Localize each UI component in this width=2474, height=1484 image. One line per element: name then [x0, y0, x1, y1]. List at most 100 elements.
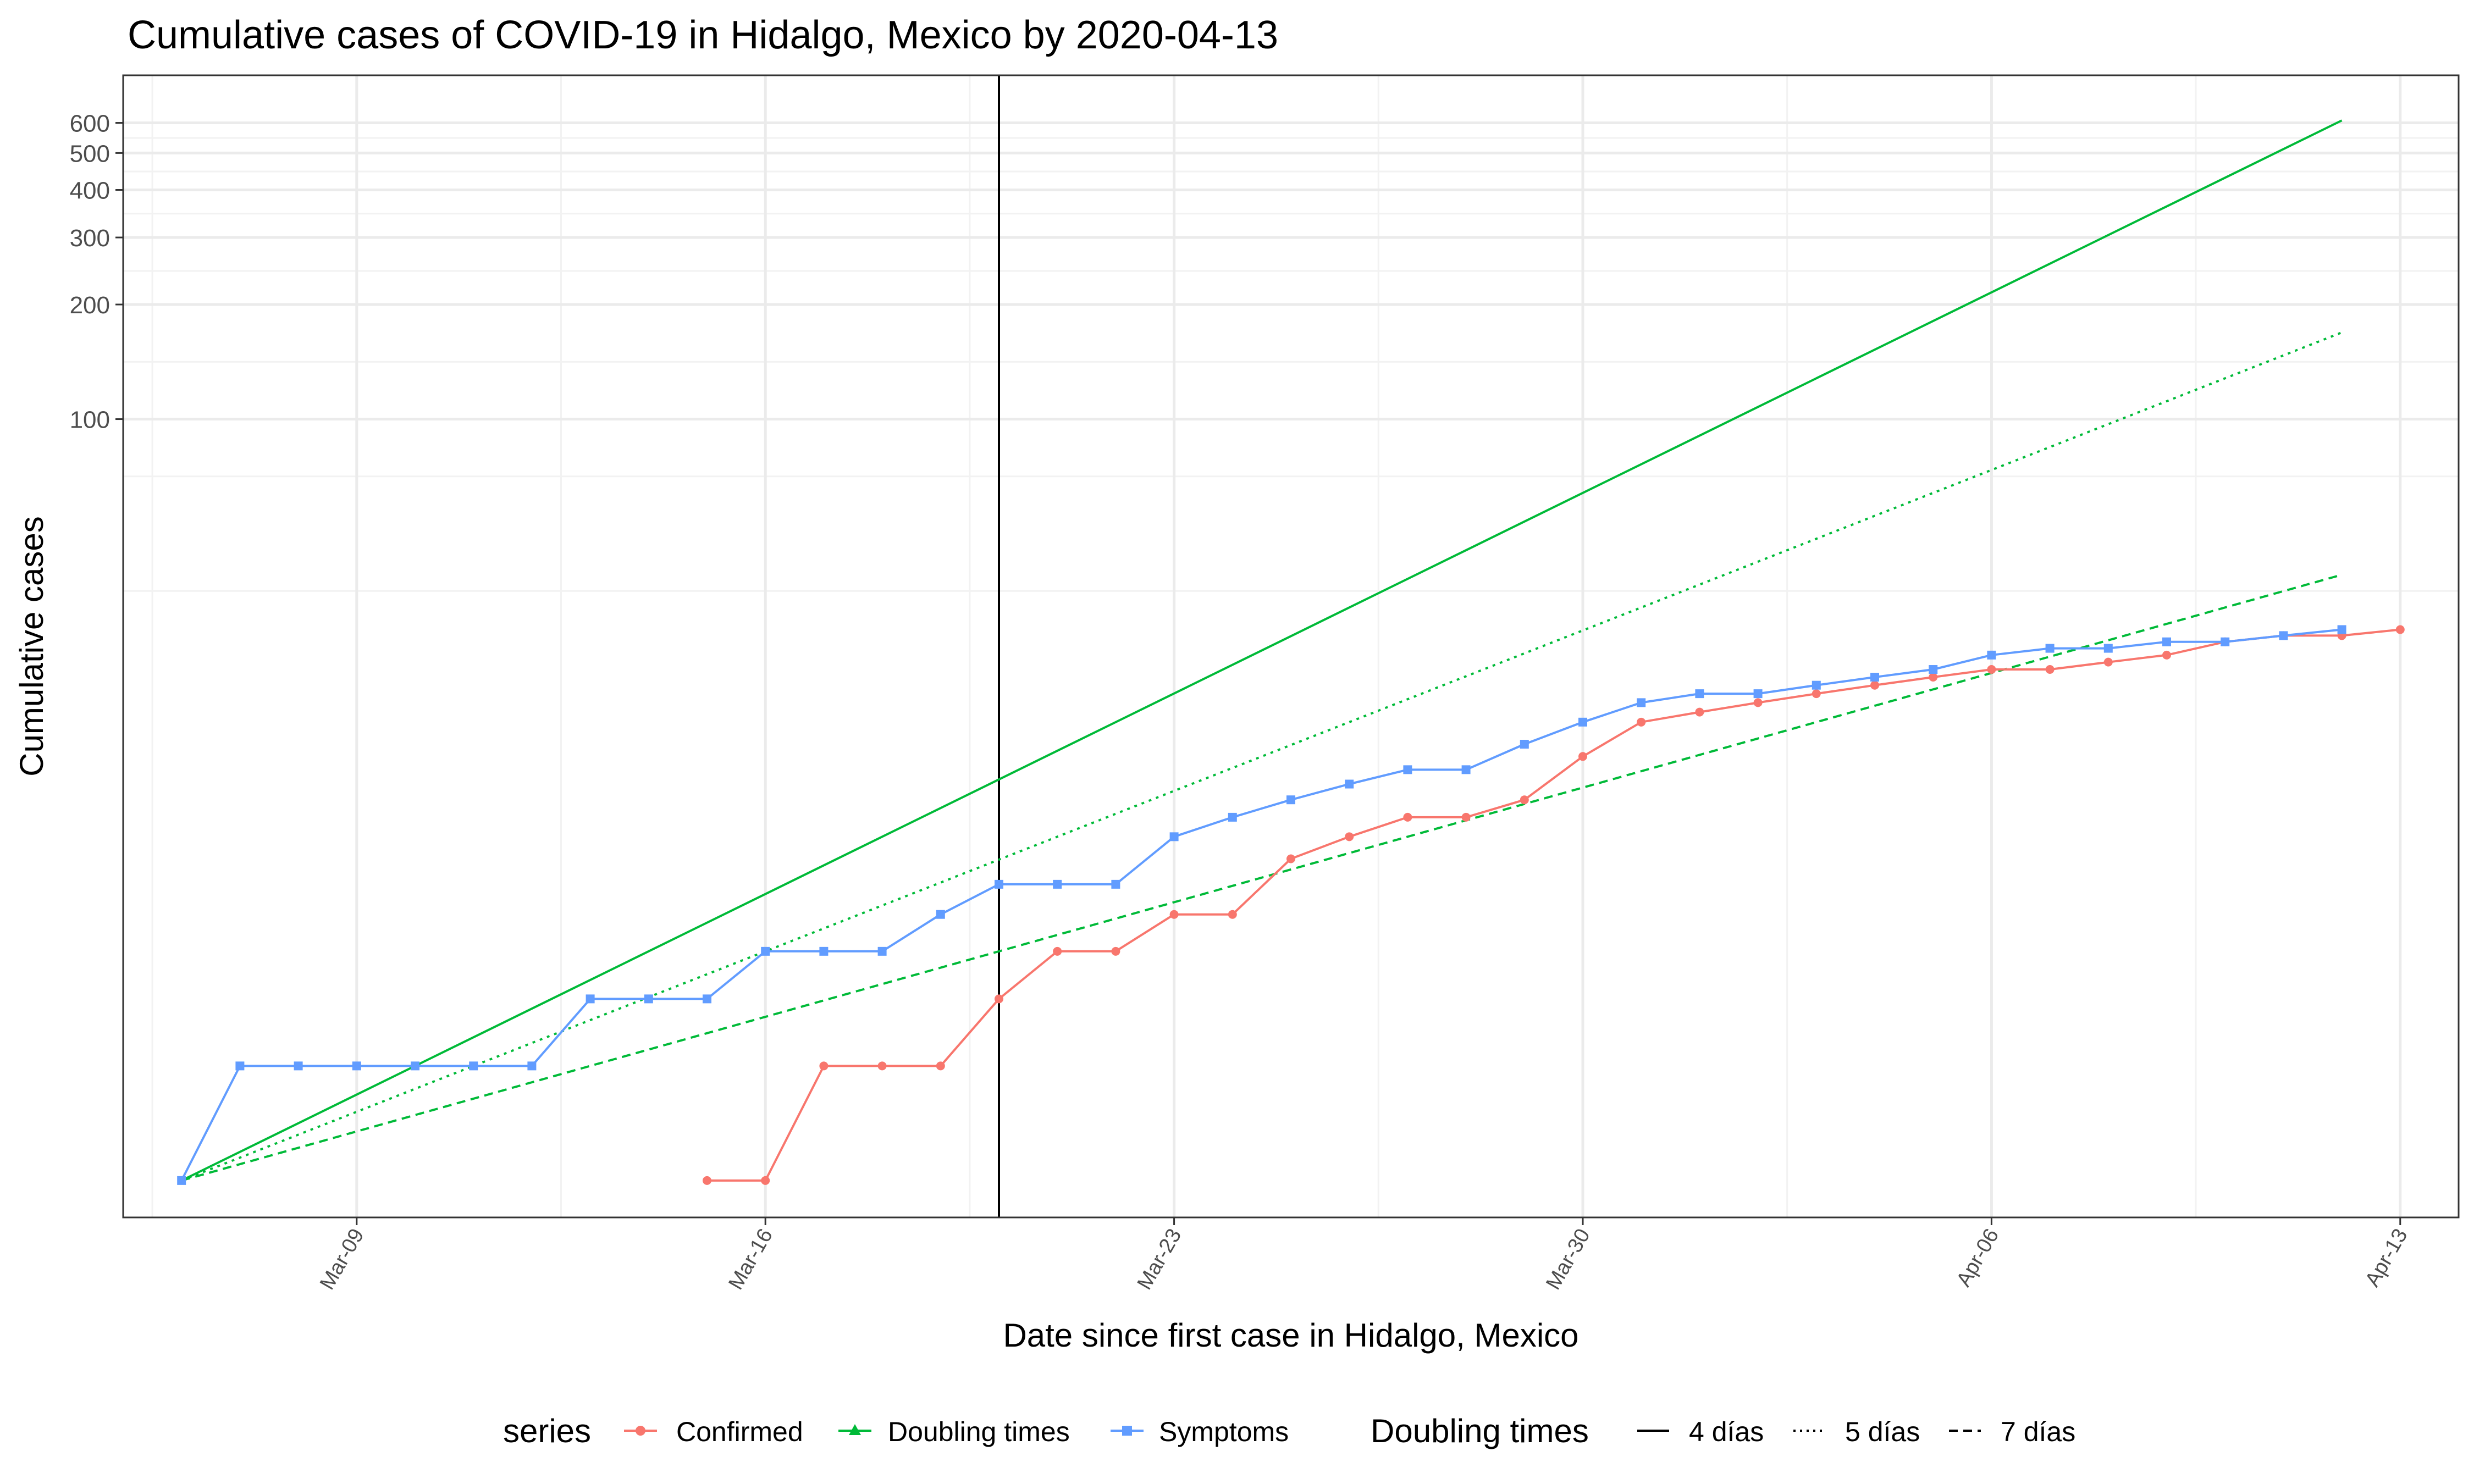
- series-symptoms-point-2020-03-17: [819, 946, 829, 956]
- series-confirmed-point-2020-03-22: [1111, 946, 1120, 956]
- legend-key-doubling-marker: [849, 1424, 861, 1435]
- y-tick-label-300: 300: [70, 225, 110, 252]
- series-confirmed-point-2020-04-01: [1695, 707, 1704, 717]
- series-confirmed-point-2020-04-04: [1870, 680, 1879, 690]
- series-symptoms-point-2020-03-06: [177, 1176, 186, 1185]
- legend: series Confirmed Doubling times Symptoms…: [503, 1413, 2075, 1449]
- series-symptoms-point-2020-03-11: [469, 1061, 478, 1071]
- series-confirmed-point-2020-04-13: [2395, 625, 2405, 634]
- series-confirmed-point-2020-03-25: [1286, 854, 1295, 863]
- plot-panel: [123, 75, 2459, 1217]
- series-confirmed-point-2020-03-20: [995, 994, 1003, 1004]
- series-symptoms-point-2020-03-10: [411, 1061, 419, 1071]
- series-symptoms-point-2020-03-16: [761, 946, 770, 956]
- series-symptoms-point-2020-03-30: [1578, 717, 1587, 727]
- series-symptoms-point-2020-04-07: [2045, 644, 2055, 653]
- series-confirmed-point-2020-04-02: [1753, 698, 1763, 707]
- plot-border: [122, 74, 2460, 1219]
- legend-item-symptoms: Symptoms: [1111, 1416, 1289, 1447]
- legend-item-confirmed: Confirmed: [624, 1416, 803, 1447]
- series-confirmed-point-2020-04-05: [1929, 673, 1938, 682]
- series-symptoms-point-2020-04-06: [1987, 650, 1996, 660]
- plot-area: [122, 74, 2460, 1219]
- legend-linetype-title: Doubling times: [1371, 1413, 1589, 1449]
- legend-item-4-dias: 4 días: [1637, 1416, 1764, 1447]
- series-confirmed-line: [707, 628, 2401, 1182]
- series-symptoms-point-2020-03-13: [586, 994, 595, 1004]
- legend-item-7-dias: 7 días: [1949, 1416, 2075, 1447]
- series-symptoms-point-2020-03-08: [294, 1061, 303, 1071]
- y-axis: 100 200 300 400 500 600: [70, 110, 123, 434]
- series-symptoms-point-2020-03-19: [936, 910, 945, 919]
- doubling-lines: [181, 119, 2343, 1182]
- series-confirmed-point-2020-03-15: [703, 1176, 711, 1185]
- legend-item-5-dias: 5 días: [1793, 1416, 1920, 1447]
- series-symptoms-point-2020-03-12: [527, 1061, 537, 1071]
- series-confirmed-point-2020-03-30: [1578, 752, 1587, 761]
- series-symptoms-point-2020-03-07: [235, 1061, 245, 1071]
- series-symptoms-point-2020-03-29: [1520, 739, 1529, 749]
- series-confirmed-point-2020-03-16: [761, 1176, 770, 1185]
- series-symptoms-point-2020-03-26: [1345, 779, 1354, 789]
- legend-label-symptoms: Symptoms: [1159, 1416, 1289, 1447]
- series-symptoms-point-2020-04-10: [2221, 637, 2230, 646]
- series-confirmed-point-2020-03-28: [1461, 812, 1471, 822]
- series-confirmed-point-2020-04-03: [1812, 689, 1821, 699]
- series-symptoms-point-2020-04-11: [2279, 631, 2288, 640]
- series-symptoms-point-2020-03-23: [1169, 832, 1179, 841]
- legend-series-title: series: [503, 1413, 591, 1449]
- y-tick-label-400: 400: [70, 178, 110, 204]
- series-layer: [177, 625, 2405, 1185]
- series-symptoms-point-2020-04-02: [1753, 689, 1763, 699]
- x-axis-label: Date since first case in Hidalgo, Mexico: [1003, 1317, 1578, 1354]
- series-symptoms-point-2020-04-04: [1870, 673, 1879, 682]
- y-tick-label-600: 600: [70, 110, 110, 137]
- series-confirmed-point-2020-04-08: [2103, 657, 2113, 667]
- series-confirmed-point-2020-03-19: [936, 1061, 945, 1071]
- grid-minor: [123, 75, 2459, 1217]
- grid-major: [123, 75, 2459, 1217]
- series-confirmed-point-2020-04-09: [2162, 650, 2171, 660]
- series-confirmed-point-2020-03-31: [1637, 717, 1646, 727]
- series-confirmed-point-2020-03-26: [1345, 832, 1354, 841]
- series-symptoms-point-2020-03-25: [1286, 795, 1295, 805]
- series-symptoms-point-2020-03-15: [703, 994, 711, 1004]
- series-symptoms-point-2020-03-18: [877, 946, 887, 956]
- series-symptoms-point-2020-04-09: [2162, 637, 2171, 646]
- series-confirmed-point-2020-03-18: [877, 1061, 887, 1071]
- series-symptoms-point-2020-03-21: [1053, 879, 1062, 889]
- series-confirmed-point-2020-03-29: [1520, 795, 1529, 805]
- series-symptoms-point-2020-03-24: [1228, 812, 1237, 822]
- y-tick-label-500: 500: [70, 140, 110, 167]
- legend-label-5-dias: 5 días: [1845, 1416, 1920, 1447]
- doubling-line-4-days: [181, 119, 2343, 1182]
- y-tick-label-100: 100: [70, 407, 110, 434]
- legend-key-symptoms-marker: [1122, 1426, 1132, 1436]
- legend-label-confirmed: Confirmed: [676, 1416, 803, 1447]
- series-symptoms-line: [180, 628, 2342, 1181]
- chart-title: Cumulative cases of COVID-19 in Hidalgo,…: [128, 13, 1278, 57]
- series-symptoms-point-2020-04-08: [2103, 644, 2113, 653]
- y-axis-label: Cumulative cases: [13, 516, 50, 777]
- legend-item-doubling-times: Doubling times: [838, 1416, 1070, 1447]
- series-symptoms-point-2020-03-27: [1403, 765, 1412, 774]
- legend-label-doubling-times: Doubling times: [888, 1416, 1070, 1447]
- series-confirmed-point-2020-03-24: [1228, 910, 1237, 919]
- series-symptoms-point-2020-03-20: [995, 879, 1003, 889]
- series-symptoms-point-2020-03-09: [352, 1061, 361, 1071]
- legend-label-4-dias: 4 días: [1689, 1416, 1764, 1447]
- series-symptoms-point-2020-03-22: [1111, 879, 1120, 889]
- doubling-line-7-days: [181, 573, 2343, 1182]
- series-confirmed-point-2020-03-23: [1169, 910, 1179, 919]
- series-symptoms-point-2020-04-05: [1929, 665, 1938, 674]
- series-confirmed-point-2020-03-17: [819, 1061, 829, 1071]
- series-confirmed-point-2020-03-27: [1403, 812, 1412, 822]
- y-tick-label-200: 200: [70, 292, 110, 319]
- series-confirmed-point-2020-04-07: [2045, 665, 2055, 674]
- series-symptoms-point-2020-04-01: [1695, 689, 1704, 699]
- series-symptoms-point-2020-03-14: [644, 994, 653, 1004]
- series-confirmed-point-2020-04-06: [1987, 665, 1996, 674]
- series-symptoms-point-2020-03-28: [1461, 765, 1471, 774]
- legend-key-confirmed-marker: [636, 1426, 645, 1436]
